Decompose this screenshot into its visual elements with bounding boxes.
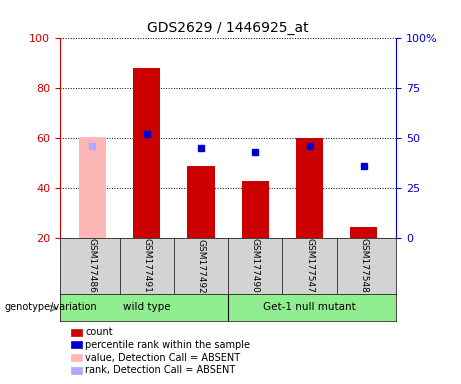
Text: GSM177492: GSM177492	[196, 238, 206, 293]
Text: wild type: wild type	[123, 302, 171, 312]
Bar	[188, 166, 215, 238]
Text: Get-1 null mutant: Get-1 null mutant	[263, 302, 356, 312]
Text: GSM177547: GSM177547	[305, 238, 314, 293]
Bar	[296, 138, 323, 238]
Text: count: count	[85, 327, 113, 337]
Bar	[350, 227, 378, 238]
Text: GSM177490: GSM177490	[251, 238, 260, 293]
Title: GDS2629 / 1446925_at: GDS2629 / 1446925_at	[148, 21, 309, 35]
Text: genotype/variation: genotype/variation	[5, 302, 97, 312]
Text: GSM177491: GSM177491	[142, 238, 151, 293]
Bar	[242, 180, 269, 238]
Text: rank, Detection Call = ABSENT: rank, Detection Call = ABSENT	[85, 365, 236, 375]
Bar	[79, 137, 106, 238]
Bar	[71, 367, 82, 374]
Bar	[133, 68, 160, 238]
Bar	[71, 329, 82, 336]
Text: GSM177548: GSM177548	[360, 238, 368, 293]
Text: percentile rank within the sample: percentile rank within the sample	[85, 340, 250, 350]
Bar	[71, 354, 82, 361]
Bar	[71, 341, 82, 348]
Text: GSM177486: GSM177486	[88, 238, 97, 293]
Text: value, Detection Call = ABSENT: value, Detection Call = ABSENT	[85, 353, 240, 362]
